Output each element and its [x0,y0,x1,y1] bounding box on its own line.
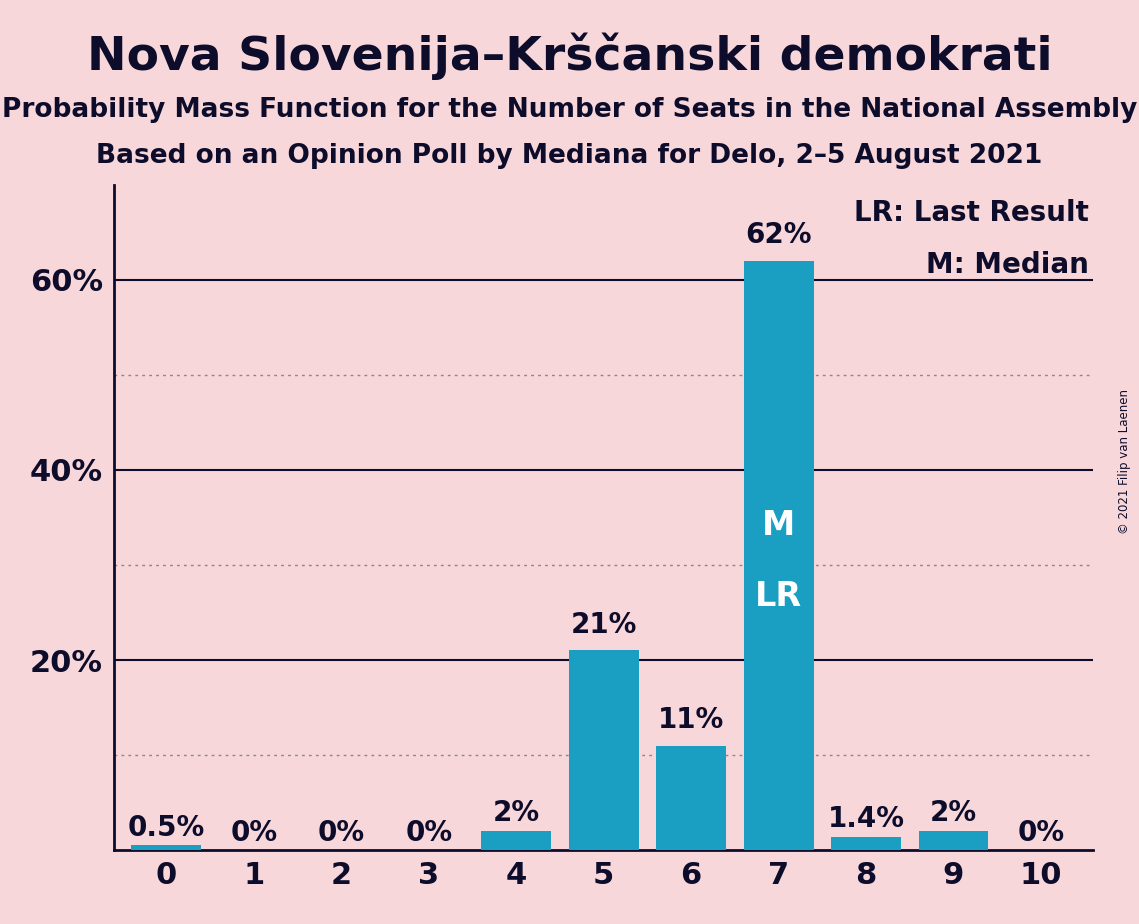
Bar [918,831,989,850]
Bar [831,837,901,850]
Text: LR: LR [755,580,802,614]
Bar [744,261,813,850]
Text: 0%: 0% [1017,820,1065,847]
Text: 0%: 0% [405,820,452,847]
Text: 2%: 2% [929,799,977,827]
Text: M: M [762,509,795,542]
Text: M: Median: M: Median [926,251,1089,279]
Text: 11%: 11% [658,706,724,735]
Bar [131,845,202,850]
Text: © 2021 Filip van Laenen: © 2021 Filip van Laenen [1118,390,1131,534]
Bar [568,650,639,850]
Text: 0%: 0% [230,820,278,847]
Text: Based on an Opinion Poll by Mediana for Delo, 2–5 August 2021: Based on an Opinion Poll by Mediana for … [97,143,1042,169]
Bar [482,831,551,850]
Text: Nova Slovenija–Krščanski demokrati: Nova Slovenija–Krščanski demokrati [87,32,1052,79]
Text: 62%: 62% [745,222,812,249]
Text: LR: Last Result: LR: Last Result [854,199,1089,227]
Text: 0%: 0% [318,820,364,847]
Text: 2%: 2% [493,799,540,827]
Text: Probability Mass Function for the Number of Seats in the National Assembly: Probability Mass Function for the Number… [2,97,1137,123]
Text: 21%: 21% [571,611,637,639]
Text: 1.4%: 1.4% [828,805,904,833]
Text: 0.5%: 0.5% [128,813,205,842]
Bar [656,746,727,850]
